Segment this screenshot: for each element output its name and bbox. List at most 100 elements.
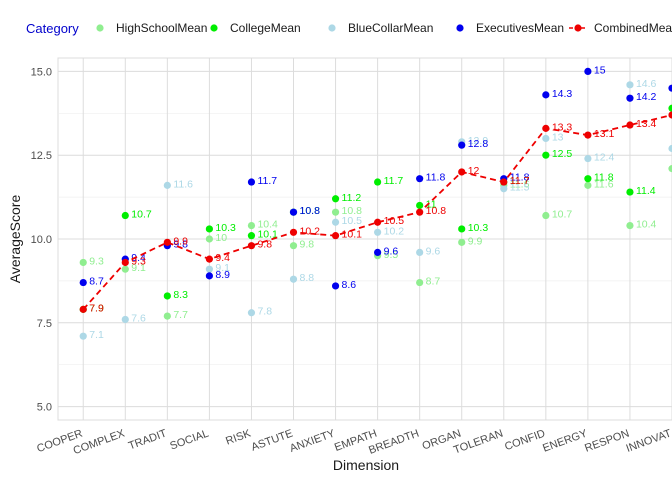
data-label: 14.6 (636, 78, 657, 90)
data-label: 11 (426, 198, 437, 210)
x-tick-label: RESPON (583, 428, 631, 455)
data-point (374, 248, 382, 257)
data-label: 7.9 (89, 302, 104, 314)
data-point (500, 185, 508, 193)
data-point (205, 255, 213, 263)
data-label: 7.1 (89, 329, 104, 341)
data-label: 7.6 (131, 312, 146, 324)
data-label: 8.7 (89, 276, 104, 288)
series-CombinedMean: 7.99.39.99.49.810.2 10.110.510.81211.713.… (79, 111, 672, 314)
data-label: 10.5 (342, 215, 363, 227)
data-point (416, 175, 424, 183)
data-point (374, 178, 382, 186)
data-label: 8.7 (426, 276, 441, 288)
data-point (542, 124, 550, 132)
data-point (668, 111, 672, 119)
data-point (247, 221, 256, 230)
data-label: 9.8 (173, 239, 188, 251)
data-label: 13.4 (636, 118, 657, 130)
data-point (163, 238, 171, 246)
data-label: 10 (215, 232, 227, 244)
x-tick-label: ASTUTE (250, 428, 295, 454)
data-point (331, 218, 340, 226)
data-point (79, 258, 87, 267)
data-label: 8.6 (342, 279, 357, 291)
data-label: 9.5 (384, 249, 399, 261)
data-point (668, 104, 672, 112)
data-point (121, 211, 129, 220)
x-tick-label: ENERGY (541, 427, 589, 454)
x-tick-label: RISK (224, 427, 253, 447)
data-label: 11.6 (173, 178, 193, 190)
x-tick-label: INNOVAT (625, 427, 672, 455)
data-point (542, 134, 550, 143)
series-CollegeMean: 7.910.78.310.310.110.811.211.71110.311.7… (79, 104, 672, 314)
data-label: 9.3 (89, 255, 104, 267)
series-BlueCollarMean: 7.17.611.69.17.88.810.510.29.612.911.513… (79, 78, 672, 341)
data-label: 9.8 (300, 239, 315, 251)
data-label: 11.7 (510, 175, 530, 187)
data-label: 10.4 (636, 219, 657, 231)
data-label: 10.5 (384, 215, 405, 227)
data-label: 11.5 (510, 182, 530, 194)
data-label: 11.7 (384, 175, 404, 187)
data-point (331, 282, 340, 290)
data-label: 9.4 (215, 252, 230, 264)
data-label: 9.1 (131, 262, 146, 274)
data-point (163, 312, 171, 320)
y-tick-label: 5.0 (37, 402, 52, 414)
data-point (205, 272, 213, 280)
legend-label: BlueCollarMean (348, 21, 433, 35)
legend-key (456, 24, 464, 32)
data-label: 10.7 (131, 209, 152, 221)
legend-label: ExecutivesMean (476, 21, 564, 35)
plot-marks: 9.39.17.71010.49.810.89.58.79.911.610.71… (79, 64, 672, 341)
data-point (584, 175, 592, 183)
data-label: 11.4 (636, 185, 656, 197)
data-point (205, 235, 213, 243)
data-point (247, 242, 256, 250)
data-label: 10.8 (342, 205, 363, 217)
legend-label: HighSchoolMean (116, 21, 207, 35)
data-point (584, 67, 592, 76)
data-label: 8.9 (215, 269, 230, 281)
data-label: 11.6 (510, 178, 530, 190)
data-label: 13.1 (594, 128, 615, 140)
data-label: 14.3 (552, 88, 573, 100)
data-point (542, 211, 550, 220)
data-label: 8.3 (173, 289, 188, 301)
legend-label: CollegeMean (230, 21, 301, 35)
data-label: 10.8 (300, 205, 321, 217)
data-point (626, 81, 634, 89)
legend: Category HighSchoolMean CollegeMean BlueCo… (26, 21, 672, 36)
data-label: 12.5 (552, 148, 573, 160)
data-point (374, 228, 382, 236)
x-tick-label: TRADIT (127, 427, 169, 452)
data-label: 7.9 (89, 302, 104, 314)
data-label: 10.1 (342, 229, 363, 241)
series-HighSchoolMean: 9.39.17.71010.49.810.89.58.79.911.610.71… (79, 165, 672, 321)
data-label: 10.8 (426, 205, 447, 217)
data-point (79, 305, 87, 313)
data-point (416, 208, 424, 216)
data-point (374, 218, 382, 226)
data-label: 10.1 (257, 229, 278, 241)
data-point (584, 181, 592, 189)
data-point (79, 278, 87, 287)
data-label: 11.8 (426, 172, 446, 184)
y-axis-title: AverageScore (7, 195, 23, 284)
data-point (584, 154, 592, 163)
y-tick-label: 10.0 (31, 234, 52, 246)
data-label: 10.4 (257, 219, 278, 231)
data-point (416, 248, 424, 257)
data-point (584, 131, 592, 139)
y-tick-label: 7.5 (37, 318, 52, 330)
x-tick-label: SOCIAL (168, 428, 210, 453)
data-label: 9.8 (257, 239, 272, 251)
data-point (289, 275, 298, 283)
data-label: 11.8 (510, 172, 530, 184)
data-label: 11.8 (594, 172, 614, 184)
data-point (668, 84, 672, 92)
data-label: 9.6 (426, 245, 441, 257)
